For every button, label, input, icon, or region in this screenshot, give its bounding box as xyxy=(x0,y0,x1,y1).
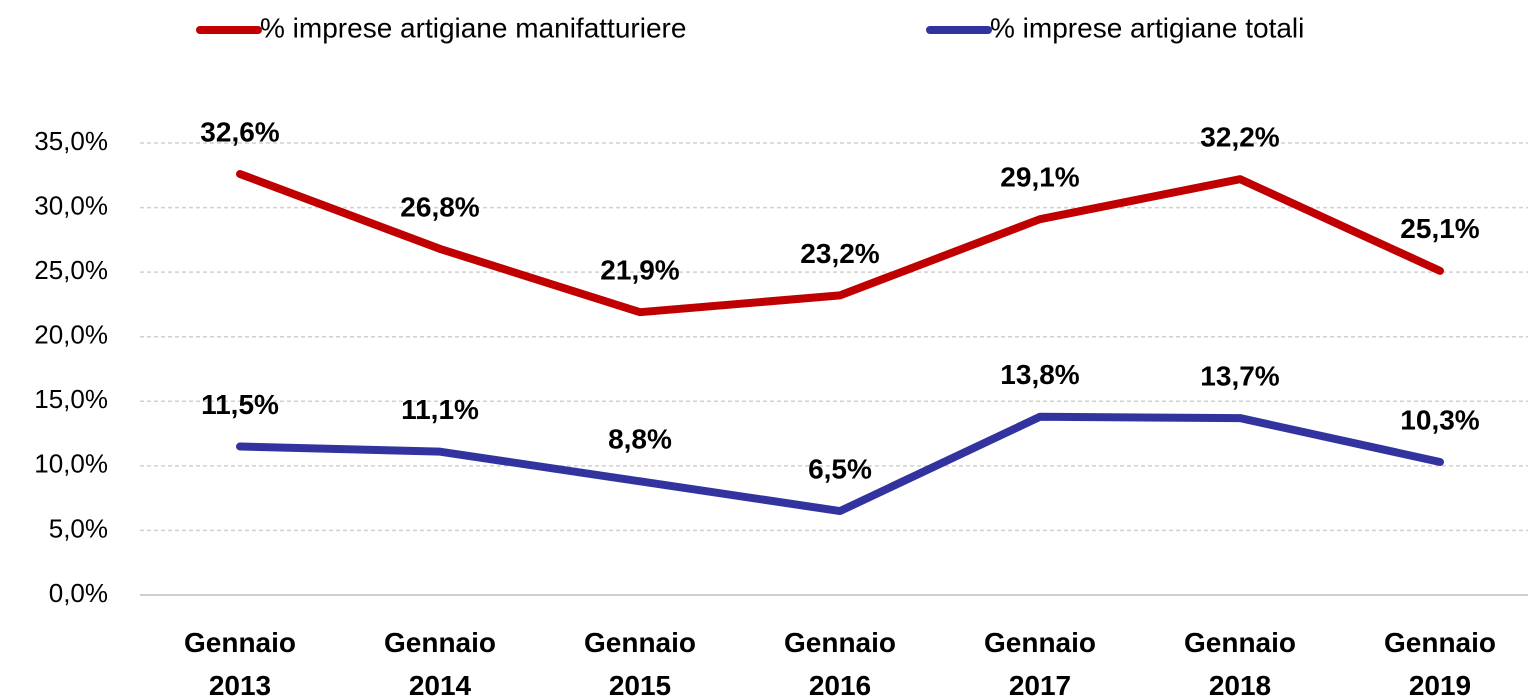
y-tick-label: 25,0% xyxy=(34,255,108,285)
data-label: 13,7% xyxy=(1200,360,1279,391)
x-tick-label: Gennaio 2015 xyxy=(584,627,696,700)
data-label: 6,5% xyxy=(808,453,872,484)
data-label: 13,8% xyxy=(1000,359,1079,390)
data-label: 23,2% xyxy=(800,238,879,269)
x-tick-label: Gennaio 2019 xyxy=(1384,627,1496,700)
y-tick-label: 10,0% xyxy=(34,449,108,479)
legend-label: % imprese artigiane totali xyxy=(990,12,1304,43)
data-label: 11,1% xyxy=(401,394,479,425)
legend-label: % imprese artigiane manifatturiere xyxy=(260,12,686,43)
y-tick-label: 30,0% xyxy=(34,190,108,220)
series-line xyxy=(236,169,1444,317)
data-label: 25,1% xyxy=(1400,213,1479,244)
y-tick-label: 15,0% xyxy=(34,384,108,414)
data-label: 32,2% xyxy=(1200,122,1279,153)
data-label: 21,9% xyxy=(600,255,679,286)
y-tick-label: 0,0% xyxy=(49,578,108,608)
x-tick-label: Gennaio 2018 xyxy=(1184,627,1296,700)
x-tick-label: Gennaio 2013 xyxy=(184,627,296,700)
data-label: 8,8% xyxy=(608,424,672,455)
data-label: 26,8% xyxy=(400,191,479,222)
x-tick-label: Gennaio 2016 xyxy=(784,627,896,700)
data-label: 11,5% xyxy=(201,389,279,420)
x-tick-label: Gennaio 2017 xyxy=(984,627,1096,700)
y-tick-label: 20,0% xyxy=(34,320,108,350)
series-line xyxy=(236,412,1444,516)
data-label: 10,3% xyxy=(1400,404,1479,435)
y-tick-label: 35,0% xyxy=(34,126,108,156)
y-tick-label: 5,0% xyxy=(49,513,108,543)
data-label: 32,6% xyxy=(200,116,279,147)
data-label: 29,1% xyxy=(1000,162,1079,193)
x-tick-label: Gennaio 2014 xyxy=(384,627,496,700)
